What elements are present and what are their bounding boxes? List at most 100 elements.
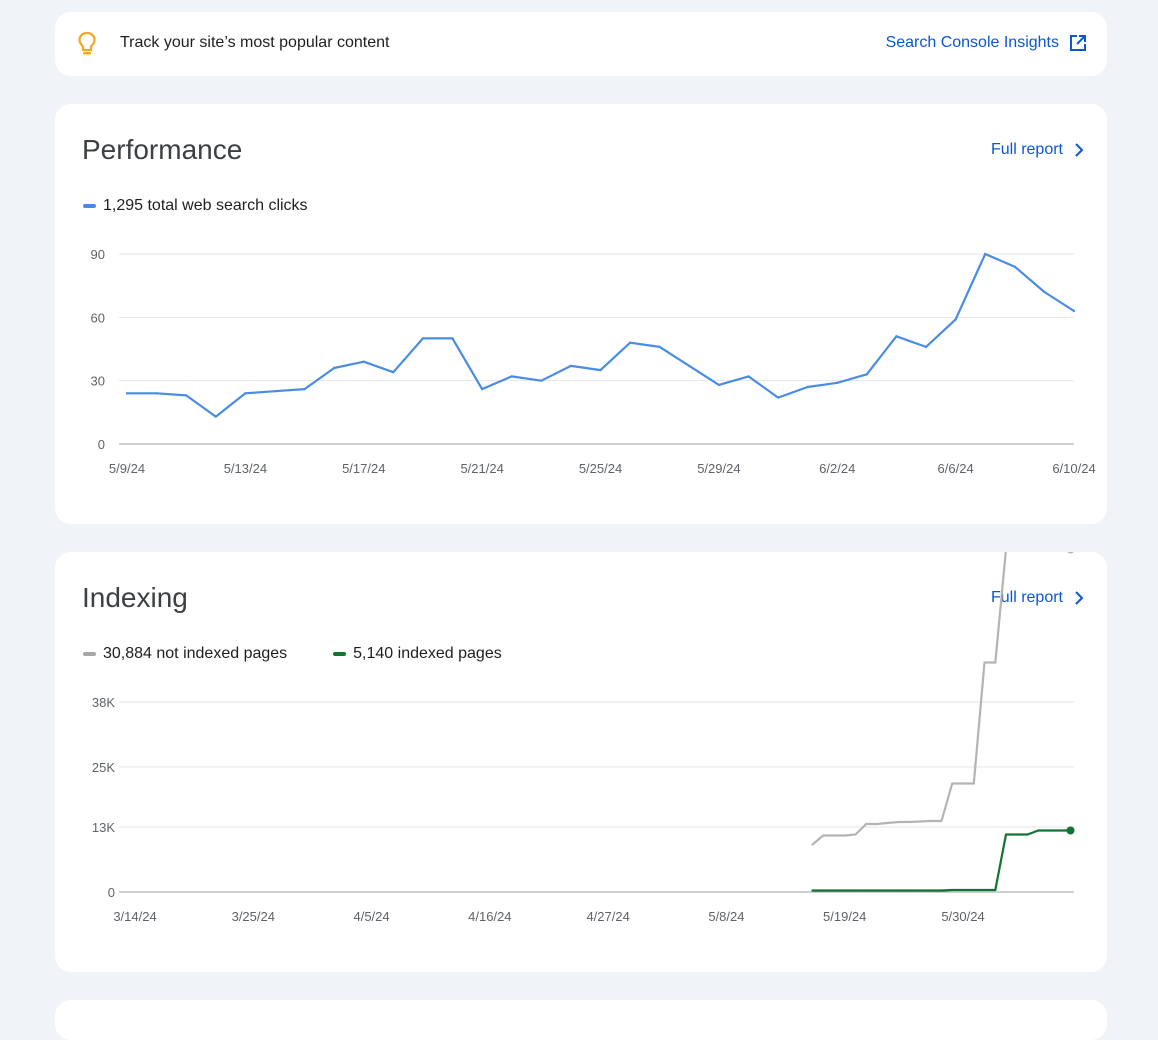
x-tick-label: 6/10/24	[1052, 461, 1095, 476]
legend-label-not-indexed: 30,884 not indexed pages	[103, 645, 288, 662]
x-tick-label: 5/13/24	[224, 461, 267, 476]
data-point	[940, 819, 943, 823]
data-point	[972, 888, 975, 892]
not-indexed-series-line	[811, 552, 1007, 846]
data-point	[908, 820, 911, 824]
data-point	[972, 782, 975, 785]
data-point	[1015, 833, 1018, 836]
chevron-right-icon	[1075, 591, 1084, 605]
data-point	[332, 366, 336, 370]
data-point	[303, 387, 306, 391]
legend-swatch-not-indexed	[83, 652, 96, 656]
performance-chart: 0 30 60 90 5/9/24 5/13/24 5/17/24 5/21/24 5/25/2…	[91, 247, 1096, 476]
data-point	[155, 392, 158, 395]
x-tick-label: 5/19/24	[823, 909, 866, 924]
x-tick-label: 6/6/24	[938, 461, 974, 476]
indexing-title: Indexing	[82, 582, 188, 613]
clicks-series-line	[127, 252, 1075, 418]
data-point	[806, 385, 809, 389]
x-tick-label: 5/9/24	[109, 461, 145, 476]
next-card	[55, 1000, 1107, 1040]
data-point	[908, 889, 911, 892]
open-in-new-icon	[1070, 35, 1086, 51]
y-tick-label: 0	[98, 437, 105, 452]
x-tick-label: 4/27/24	[586, 909, 629, 924]
data-point	[961, 782, 965, 785]
search-console-insights-label: Search Console Insights	[885, 34, 1059, 51]
legend-item-not-indexed[interactable]: 30,884 not indexed pages	[83, 645, 287, 663]
search-console-insights-link[interactable]: Search Console Insights	[886, 34, 1087, 52]
series-end-marker	[1067, 552, 1074, 554]
data-point	[843, 889, 846, 892]
x-tick-label: 3/14/24	[113, 909, 156, 924]
data-point	[273, 390, 277, 393]
y-tick-label: 0	[108, 885, 115, 900]
lightbulb-icon	[78, 31, 96, 55]
data-point	[865, 889, 868, 892]
data-point	[1043, 290, 1046, 294]
data-point	[1013, 265, 1017, 268]
data-point	[994, 888, 997, 892]
data-point	[924, 345, 928, 349]
data-point	[1004, 833, 1008, 836]
x-tick-label: 4/5/24	[353, 909, 389, 924]
legend-label-clicks: 1,295 total web search clicks	[103, 197, 308, 214]
data-point	[451, 337, 454, 340]
data-point	[875, 822, 879, 826]
y-tick-label: 90	[91, 247, 105, 262]
data-point	[822, 889, 825, 892]
legend-item-indexed[interactable]: 5,140 indexed pages	[333, 645, 502, 663]
data-point	[1037, 829, 1040, 832]
full-report-label: Full report	[990, 141, 1063, 158]
data-point	[961, 888, 965, 892]
data-point	[1026, 833, 1029, 836]
indexing-legend: 30,884 not indexed pages 5,140 indexed p…	[83, 645, 502, 663]
data-point	[951, 782, 954, 785]
x-tick-label: 4/16/24	[468, 909, 511, 924]
data-point	[854, 889, 857, 892]
data-point	[983, 661, 986, 664]
indexed-series-line	[812, 829, 1071, 892]
data-point	[875, 889, 879, 892]
data-point	[983, 888, 986, 892]
data-point	[984, 252, 987, 256]
y-tick-label: 30	[91, 374, 105, 389]
y-tick-label: 38K	[92, 695, 115, 710]
data-point	[480, 387, 484, 391]
x-tick-label: 5/21/24	[460, 461, 503, 476]
data-point	[362, 360, 365, 363]
indexing-full-report-link[interactable]: Full report	[991, 589, 1085, 607]
data-point	[951, 888, 954, 892]
data-point	[569, 364, 573, 368]
legend-item-clicks[interactable]: 1,295 total web search clicks	[83, 197, 308, 215]
x-tick-label: 6/2/24	[819, 461, 855, 476]
performance-legend: 1,295 total web search clicks	[83, 197, 308, 215]
data-point	[940, 889, 943, 892]
x-tick-label: 5/29/24	[697, 461, 740, 476]
full-report-label: Full report	[990, 589, 1063, 606]
performance-title: Performance	[82, 134, 243, 165]
data-point	[747, 375, 750, 378]
data-point	[184, 394, 188, 397]
indexing-card: Indexing Full report 30,884 not indexed …	[55, 552, 1107, 972]
data-point	[125, 392, 129, 395]
data-point	[510, 375, 513, 378]
y-tick-label: 60	[91, 310, 105, 325]
data-point	[929, 889, 932, 892]
data-point	[776, 396, 780, 399]
y-tick-label: 25K	[92, 760, 115, 775]
indexing-chart: 0 13K 25K 38K 3/14/24 3/25/24 4/5/24 4/16/24 4/2…	[92, 552, 1075, 924]
performance-full-report-link[interactable]: Full report	[991, 141, 1085, 159]
data-point	[811, 843, 814, 846]
data-point	[1047, 829, 1051, 832]
data-point	[854, 833, 857, 836]
series-end-marker	[1066, 826, 1075, 835]
data-point	[897, 889, 900, 892]
data-point	[836, 381, 839, 384]
data-point	[717, 383, 721, 387]
data-point	[599, 368, 602, 372]
insights-text: Track your site’s most popular content	[120, 34, 390, 51]
chevron-right-icon	[1075, 143, 1084, 157]
data-point	[540, 379, 543, 382]
legend-label-indexed: 5,140 indexed pages	[353, 645, 502, 662]
